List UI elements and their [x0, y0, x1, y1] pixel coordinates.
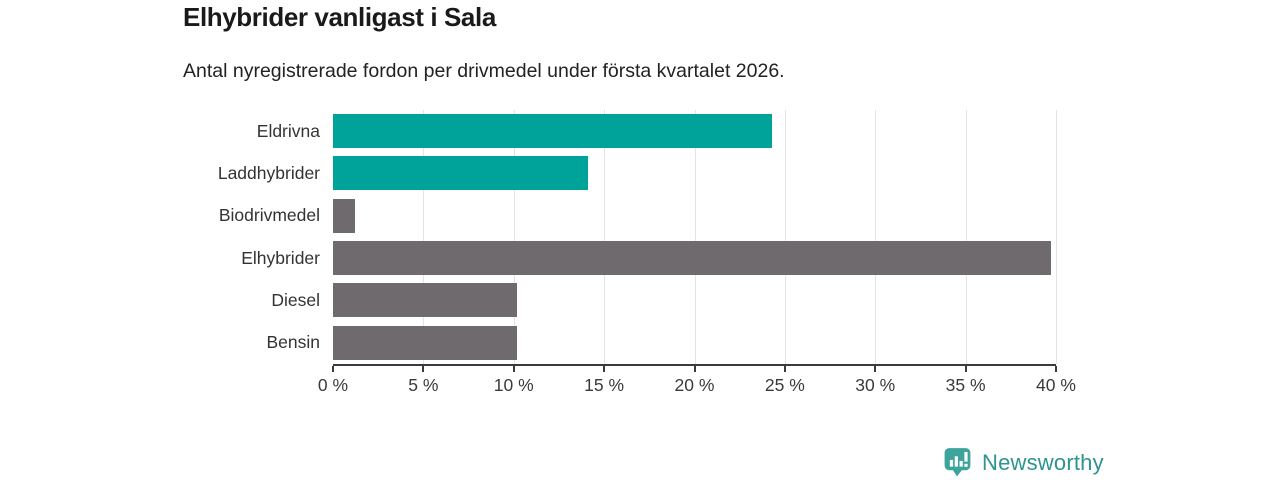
- gridline: [604, 110, 606, 364]
- x-axis: 0 % 5 % 10 % 15 % 20 % 25 % 30 % 35 % 40 %: [318, 364, 1076, 404]
- x-axis-line: [333, 364, 1056, 366]
- axis-tick: [512, 366, 515, 372]
- axis-tick-label: 35 %: [945, 375, 986, 395]
- bar-bensin: [333, 325, 518, 360]
- gridline: [513, 110, 515, 364]
- gridline: [784, 110, 786, 364]
- bar-eldrivna: [333, 114, 773, 149]
- bar-row: Laddhybrider: [183, 152, 1056, 194]
- axis-tick: [1055, 366, 1057, 372]
- bar-row: Biodrivmedel: [183, 195, 1056, 237]
- bar-row: Elhybrider: [183, 237, 1056, 279]
- bar-elhybrider: [333, 241, 1051, 276]
- category-label: Laddhybrider: [217, 162, 320, 183]
- category-label: Bensin: [266, 332, 320, 353]
- axis-tick-label: 15 %: [584, 375, 625, 395]
- bar-row: Diesel: [183, 279, 1056, 321]
- axis-tick: [603, 366, 606, 372]
- category-label: Eldrivna: [256, 120, 320, 141]
- axis-tick-label: 40 %: [1036, 375, 1076, 395]
- category-label: Elhybrider: [241, 247, 320, 268]
- axis-tick-label: 30 %: [855, 375, 896, 395]
- chart-subtitle: Antal nyregistrerade fordon per drivmede…: [183, 60, 785, 82]
- axis-tick: [964, 366, 967, 372]
- axis-tick: [332, 366, 334, 372]
- bar-row: Bensin: [183, 322, 1056, 364]
- axis-tick: [783, 366, 786, 372]
- bar-laddhybrider: [333, 156, 588, 191]
- bar-diesel: [333, 283, 518, 318]
- axis-tick: [874, 366, 877, 372]
- bar-track: [333, 283, 1056, 318]
- axis-tick-label: 25 %: [764, 375, 805, 395]
- category-label: Biodrivmedel: [218, 205, 320, 226]
- bar-track: [333, 241, 1056, 276]
- gridline: [694, 110, 696, 364]
- gridline: [423, 110, 425, 364]
- axis-tick-label: 10 %: [493, 375, 534, 395]
- gridline: [1056, 110, 1057, 364]
- axis-tick-label: 0 %: [317, 375, 349, 395]
- category-label: Diesel: [271, 289, 320, 310]
- bar-track: [333, 198, 1056, 233]
- bar-biodrivmedel: [333, 198, 355, 233]
- bar-track: [333, 325, 1056, 360]
- bar-track: [333, 114, 1056, 149]
- axis-tick: [693, 366, 696, 372]
- axis-tick-label: 5 %: [408, 375, 439, 395]
- bar-chart-speech-bubble-icon: [944, 448, 971, 477]
- gridline: [965, 110, 967, 364]
- brand-name: Newsworthy: [982, 449, 1104, 475]
- bar-track: [333, 156, 1056, 191]
- chart-title: Elhybrider vanligast i Sala: [183, 2, 496, 32]
- bar-row: Eldrivna: [183, 110, 1056, 152]
- newsworthy-logo: Newsworthy: [941, 446, 1104, 479]
- axis-tick: [422, 366, 425, 372]
- axis-tick-label: 20 %: [674, 375, 715, 395]
- plot-area: [333, 110, 1057, 364]
- gridline: [875, 110, 877, 364]
- bar-rows: Eldrivna Laddhybrider Biodrivmedel Elhybrid…: [183, 110, 1056, 364]
- bar-chart: Eldrivna Laddhybrider Biodrivmedel Elhybrid…: [183, 110, 1057, 364]
